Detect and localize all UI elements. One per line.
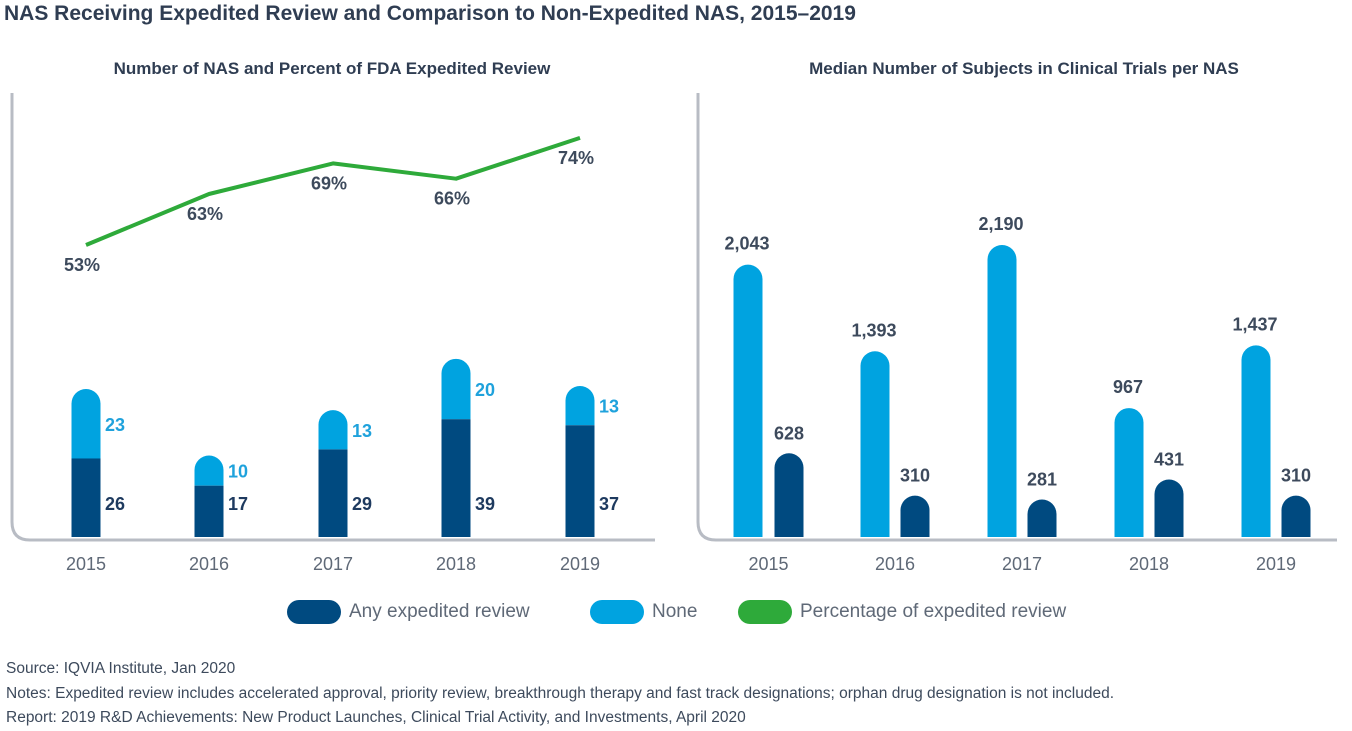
x-tick-right-2016: 2016	[875, 554, 915, 574]
label-expedited-subjects-2017: 281	[1027, 470, 1057, 490]
bar-none-subjects-2019	[1241, 345, 1271, 537]
label-expedited-2019: 37	[599, 494, 619, 514]
legend: Any expedited review None Percentage of …	[0, 600, 1352, 630]
label-pct-2015: 53%	[64, 255, 100, 275]
right-chart-marks: 2,043 628 2015 1,393 310 2016 2,190 281 2017 967 4…	[724, 214, 1311, 574]
bar-expedited-2018	[441, 419, 471, 537]
x-tick-left-2015: 2015	[66, 554, 106, 574]
label-expedited-2018: 39	[475, 494, 495, 514]
legend-swatch-green	[738, 600, 792, 624]
legend-item-none: None	[590, 600, 697, 624]
bar-none-2017	[318, 410, 348, 450]
bar-expedited-subjects-2017	[1027, 499, 1057, 537]
label-none-2015: 23	[105, 415, 125, 435]
legend-swatch-dark	[287, 600, 341, 624]
bar-none-subjects-2017	[987, 244, 1017, 537]
bar-expedited-subjects-2015	[774, 453, 804, 537]
legend-label-expedited: Any expedited review	[349, 601, 530, 622]
label-none-subjects-2018: 967	[1113, 377, 1143, 397]
bar-expedited-2016	[194, 485, 224, 537]
bar-none-2015	[71, 389, 101, 459]
x-tick-left-2017: 2017	[313, 554, 353, 574]
x-tick-left-2018: 2018	[436, 554, 476, 574]
left-chart-axis	[10, 93, 655, 542]
label-expedited-2016: 17	[228, 494, 248, 514]
label-expedited-subjects-2015: 628	[774, 423, 804, 443]
x-tick-left-2019: 2019	[560, 554, 600, 574]
bar-none-2016	[194, 455, 224, 486]
charts-canvas: Number of NAS and Percent of FDA Expedit…	[10, 59, 1337, 574]
bar-expedited-2015	[71, 458, 101, 537]
x-tick-left-2016: 2016	[189, 554, 229, 574]
bar-expedited-subjects-2018	[1154, 479, 1184, 537]
legend-item-percentage: Percentage of expedited review	[738, 600, 1066, 624]
legend-label-none: None	[652, 601, 698, 622]
label-pct-2017: 69%	[311, 173, 347, 193]
label-expedited-subjects-2016: 310	[900, 466, 930, 486]
x-tick-right-2018: 2018	[1129, 554, 1169, 574]
label-pct-2019: 74%	[558, 148, 594, 168]
bar-expedited-2019	[565, 425, 595, 537]
label-expedited-2017: 29	[352, 494, 372, 514]
label-expedited-subjects-2019: 310	[1281, 466, 1311, 486]
bar-none-2018	[441, 358, 471, 420]
legend-swatch-light	[590, 600, 644, 624]
notes-text: Notes: Expedited review includes acceler…	[6, 684, 1115, 702]
bar-expedited-subjects-2019	[1281, 495, 1311, 537]
bar-none-subjects-2018	[1114, 408, 1144, 537]
source-note: Source: IQVIA Institute, Jan 2020	[6, 660, 236, 677]
legend-item-expedited: Any expedited review	[287, 600, 530, 624]
bar-none-subjects-2015	[733, 264, 763, 537]
bar-expedited-subjects-2016	[900, 495, 930, 537]
label-none-subjects-2015: 2,043	[724, 234, 769, 254]
label-pct-2018: 66%	[434, 189, 470, 209]
label-none-subjects-2017: 2,190	[978, 214, 1023, 234]
label-none-2019: 13	[599, 397, 619, 417]
label-none-subjects-2019: 1,437	[1232, 314, 1277, 334]
legend-label-percentage: Percentage of expedited review	[800, 601, 1067, 622]
label-expedited-2015: 26	[105, 494, 125, 514]
bar-none-subjects-2016	[860, 351, 890, 537]
x-tick-right-2017: 2017	[1002, 554, 1042, 574]
right-chart-title: Median Number of Subjects in Clinical Tr…	[809, 59, 1239, 78]
footer: Source: IQVIA Institute, Jan 2020 Notes:…	[6, 657, 1114, 731]
label-pct-2016: 63%	[187, 204, 223, 224]
percentage-line	[85, 136, 581, 247]
bar-expedited-2017	[318, 449, 348, 537]
left-chart-title: Number of NAS and Percent of FDA Expedit…	[114, 59, 551, 78]
page-title: NAS Receiving Expedited Review and Compa…	[4, 2, 856, 25]
bar-none-2019	[565, 386, 595, 426]
right-chart-axis	[696, 93, 1337, 542]
label-expedited-subjects-2018: 431	[1154, 450, 1184, 470]
label-none-subjects-2016: 1,393	[851, 320, 896, 340]
x-tick-right-2015: 2015	[748, 554, 788, 574]
label-none-2018: 20	[475, 380, 495, 400]
x-tick-right-2019: 2019	[1256, 554, 1296, 574]
report-text: Report: 2019 R&D Achievements: New Produ…	[6, 709, 746, 726]
label-none-2017: 13	[352, 421, 372, 441]
left-chart-marks: 26 23 2015 17 10 2016 29 13 2017 39 20 2018 37 13 2019…	[64, 136, 619, 574]
label-none-2016: 10	[228, 462, 248, 482]
